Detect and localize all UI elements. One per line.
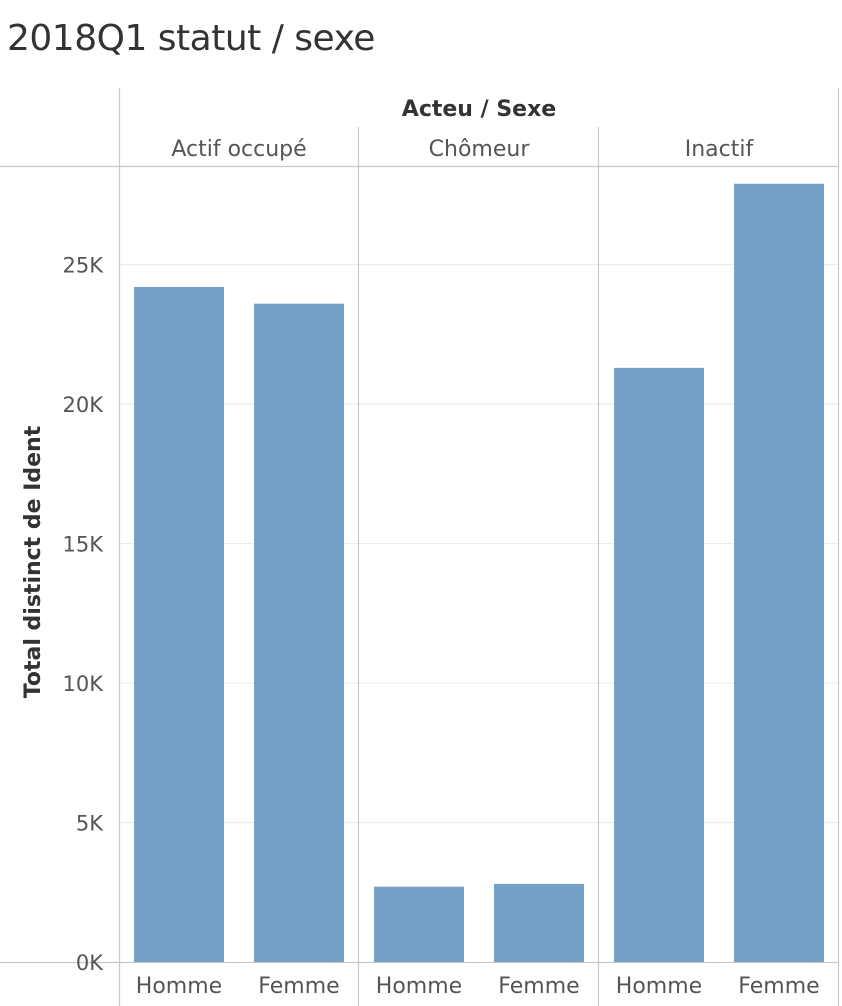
x-tick-label: Homme bbox=[376, 974, 462, 999]
bar bbox=[254, 303, 344, 962]
column-headers: Acteu / Sexe Actif occupé Chômeur Inactif bbox=[171, 97, 754, 162]
group-header: Inactif bbox=[685, 137, 755, 162]
x-tick-label: Femme bbox=[738, 974, 819, 999]
bar bbox=[494, 883, 584, 962]
x-tick-label: Homme bbox=[136, 974, 222, 999]
group-header: Actif occupé bbox=[171, 137, 306, 162]
y-tick-label: 0K bbox=[76, 951, 104, 975]
panel-dividers bbox=[0, 88, 840, 1006]
column-header-title: Acteu / Sexe bbox=[402, 97, 556, 122]
y-tick-label: 10K bbox=[63, 672, 105, 696]
chart-title: 2018Q1 statut / sexe bbox=[7, 18, 375, 59]
y-tick-label: 25K bbox=[63, 254, 105, 278]
bar bbox=[134, 286, 224, 962]
y-axis: 0K 5K 10K 15K 20K 25K Total distinct de Ident bbox=[21, 254, 104, 975]
y-tick-label: 20K bbox=[63, 393, 105, 417]
group-header: Chômeur bbox=[429, 137, 531, 162]
x-axis: Homme Femme Homme Femme Homme Femme bbox=[136, 974, 820, 999]
x-tick-label: Femme bbox=[498, 974, 579, 999]
bar bbox=[614, 367, 704, 962]
bar bbox=[734, 183, 824, 963]
x-tick-label: Femme bbox=[258, 974, 339, 999]
y-tick-label: 5K bbox=[76, 812, 104, 836]
bars bbox=[134, 183, 824, 963]
y-tick-label: 15K bbox=[63, 533, 105, 557]
x-tick-label: Homme bbox=[616, 974, 702, 999]
bar bbox=[374, 886, 464, 962]
y-axis-title: Total distinct de Ident bbox=[21, 425, 46, 698]
gridlines bbox=[119, 264, 839, 824]
